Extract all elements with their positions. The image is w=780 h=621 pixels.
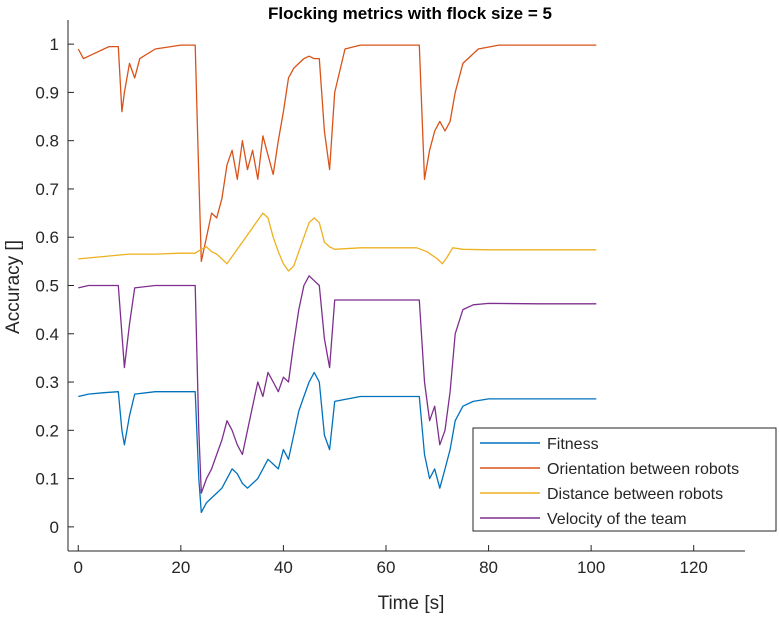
- series-line-distance-between-robots: [78, 212, 597, 272]
- y-tick-label: 0.7: [35, 180, 59, 199]
- y-tick-label: 0.4: [35, 325, 59, 344]
- legend-label-orientation-between-robots: Orientation between robots: [547, 461, 739, 478]
- y-tick-label: 0.3: [35, 373, 59, 392]
- legend: Fitness Orientation between robots Distanc…: [472, 427, 777, 532]
- series-line-velocity-of-the-team: [78, 275, 597, 494]
- y-tick-label: 0.2: [35, 421, 59, 440]
- x-tick-label: 0: [74, 558, 83, 577]
- x-ticks: 0 20 40 60 80 100 120: [74, 545, 708, 577]
- plot-area: 0 20 40 60 80 100 120 0 0.1 0.2 0.3 0.4 0.5 0.6 0.7 0.…: [35, 20, 745, 577]
- y-axis-label: Accuracy []: [3, 240, 24, 334]
- y-tick-label: 0.6: [35, 228, 59, 247]
- x-tick-label: 100: [577, 558, 605, 577]
- legend-box: [472, 427, 777, 532]
- series-line-orientation-between-robots: [77, 44, 597, 263]
- x-tick-label: 40: [274, 558, 293, 577]
- x-tick-label: 80: [479, 558, 498, 577]
- y-tick-label: 1: [50, 35, 59, 54]
- x-tick-label: 120: [680, 558, 708, 577]
- legend-label-velocity-of-the-team: Velocity of the team: [547, 511, 687, 528]
- y-tick-label: 0.9: [35, 83, 59, 102]
- series-line-fitness: [78, 371, 597, 514]
- y-tick-label: 0: [50, 518, 59, 537]
- y-tick-label: 0.8: [35, 132, 59, 151]
- y-ticks: 0 0.1 0.2 0.3 0.4 0.5 0.6 0.7 0.8 0.9 1: [35, 35, 74, 537]
- series-layer: [77, 44, 597, 514]
- x-tick-label: 60: [377, 558, 396, 577]
- x-axis-label: Time [s]: [378, 593, 445, 614]
- chart-title: Flocking metrics with flock size = 5: [268, 4, 552, 23]
- legend-label-fitness: Fitness: [547, 436, 599, 453]
- y-tick-label: 0.5: [35, 277, 59, 296]
- legend-label-distance-between-robots: Distance between robots: [547, 486, 723, 503]
- x-tick-label: 20: [171, 558, 190, 577]
- y-tick-label: 0.1: [35, 470, 59, 489]
